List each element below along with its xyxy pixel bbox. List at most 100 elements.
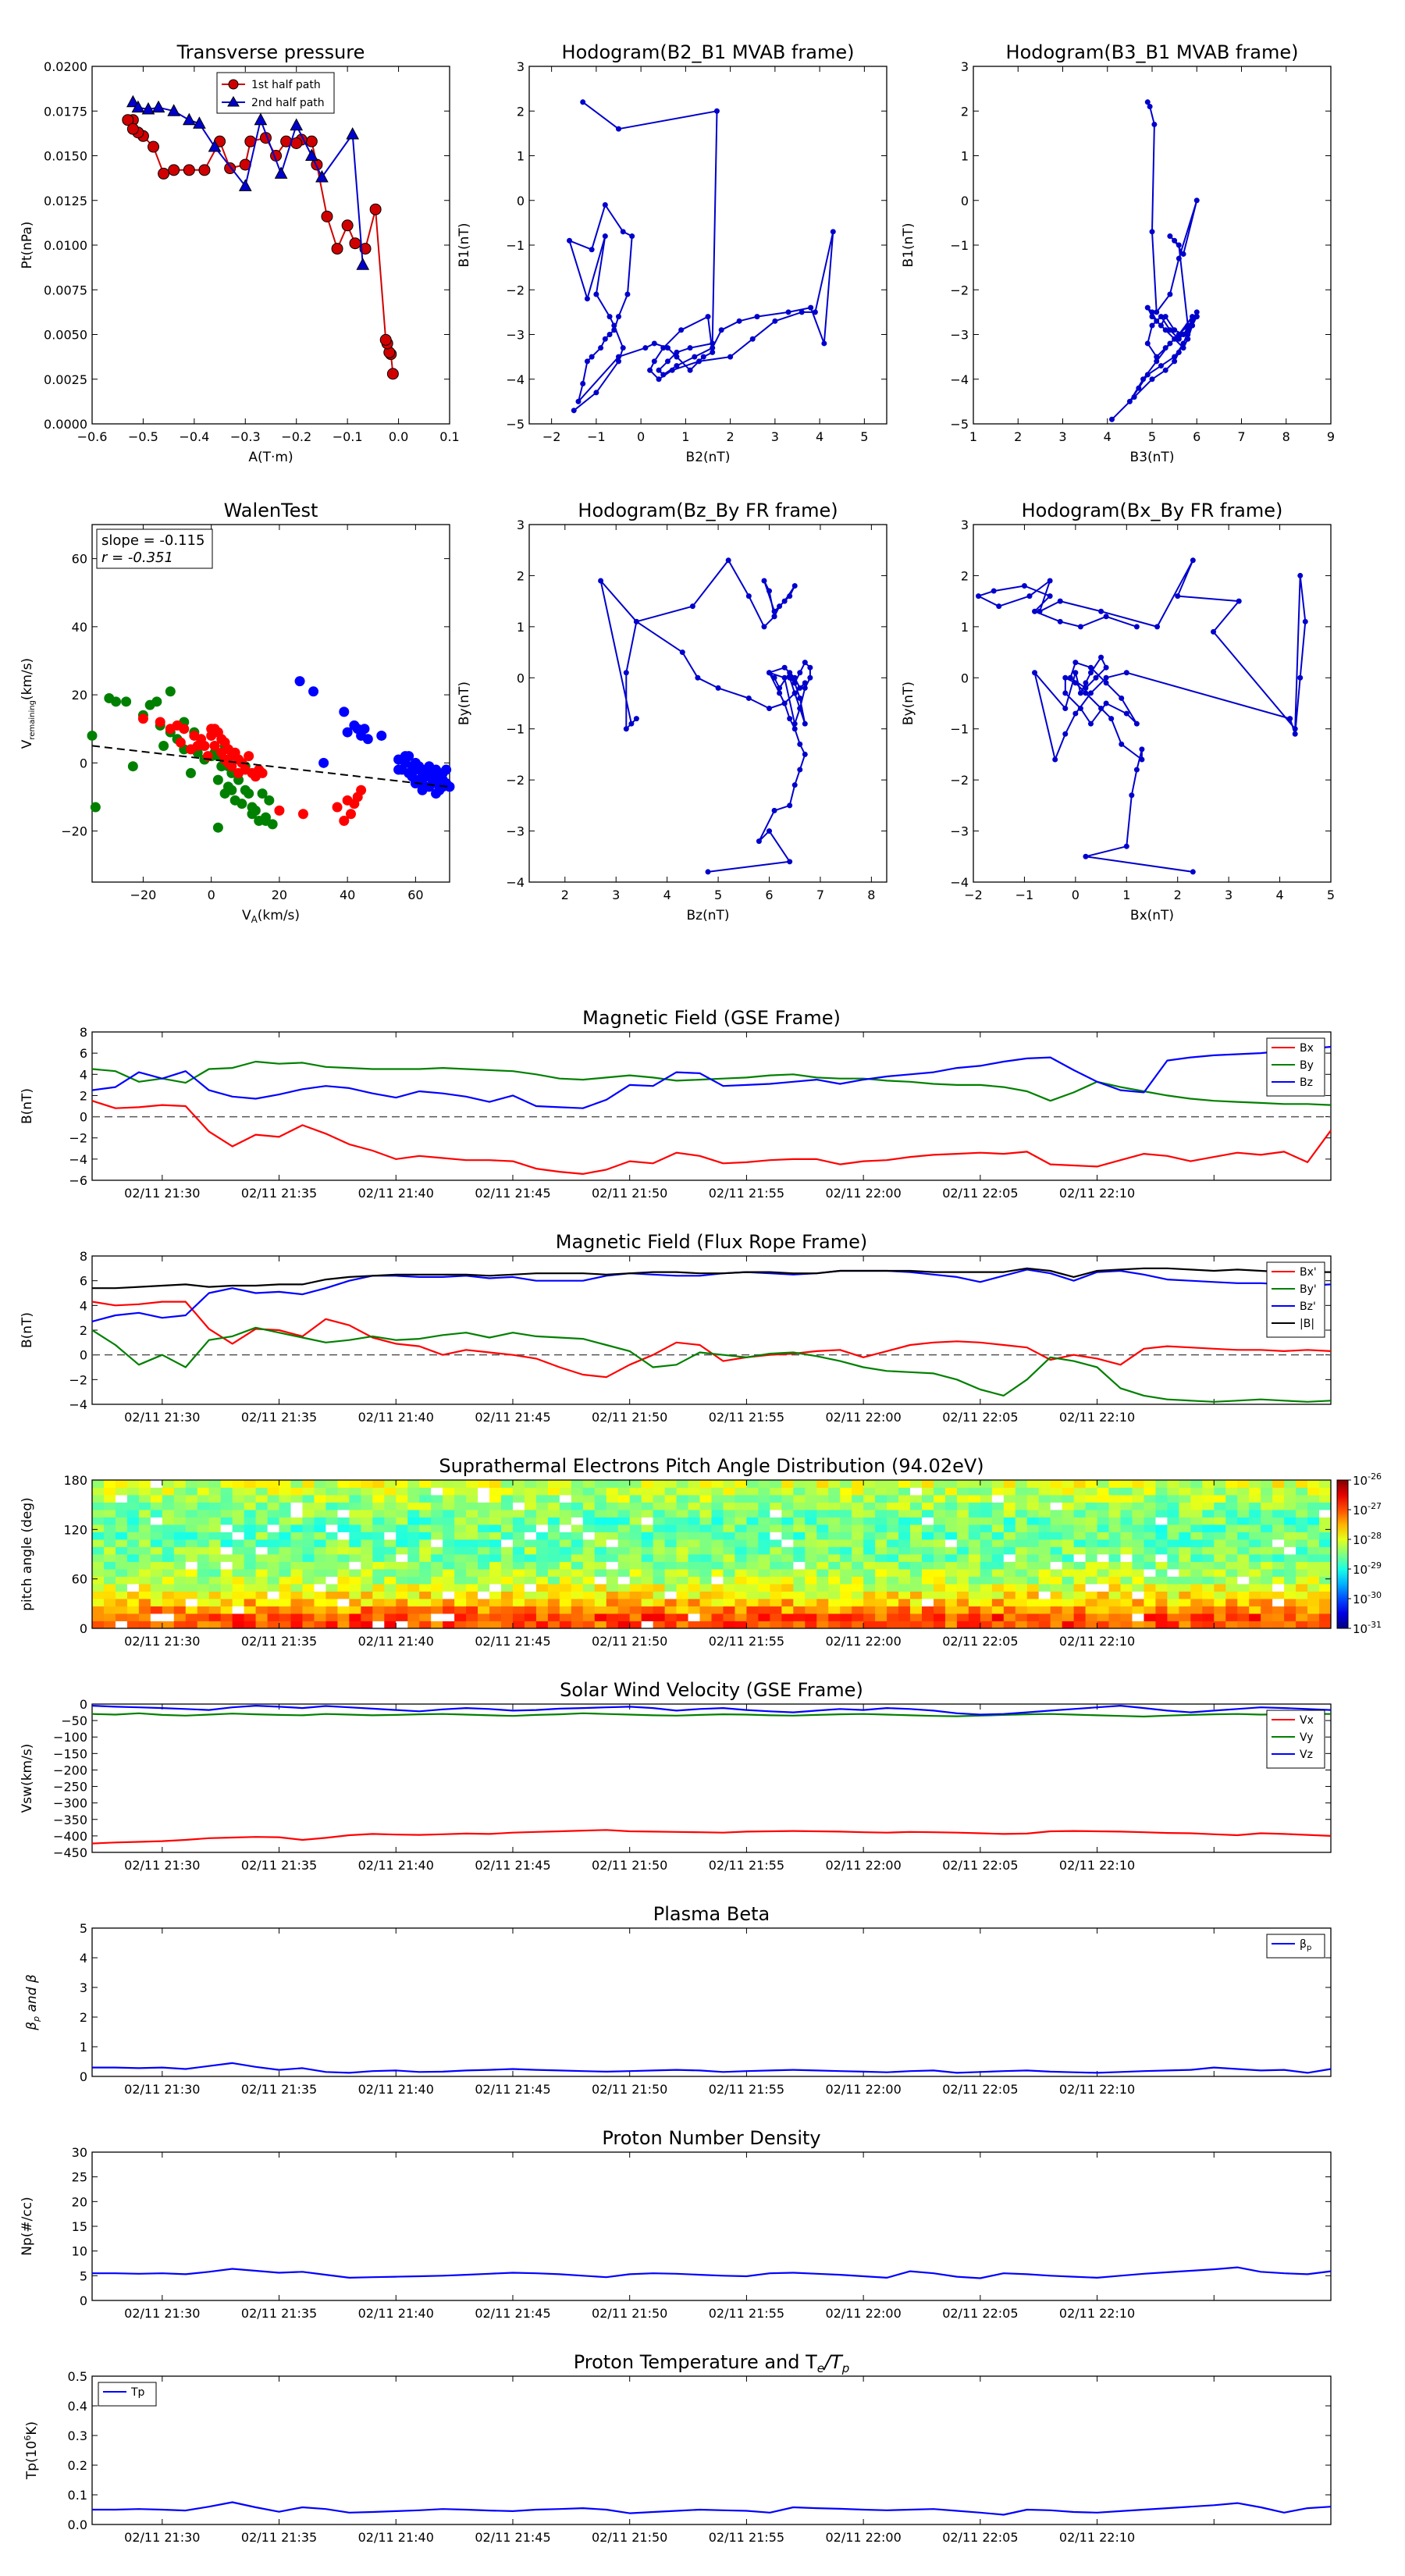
heatmap-cell — [419, 1525, 432, 1532]
heatmap-cell — [770, 1517, 782, 1525]
hodogram-point — [1087, 720, 1094, 727]
heatmap-cell — [1225, 1495, 1238, 1503]
heatmap-cell — [478, 1487, 490, 1496]
heatmap-cell — [208, 1480, 222, 1488]
heatmap-cell — [1050, 1495, 1063, 1503]
heatmap-cell — [1249, 1591, 1261, 1599]
x-tick-label: 3 — [771, 429, 779, 444]
heatmap-cell — [407, 1606, 420, 1614]
heatmap-cell — [1108, 1614, 1121, 1621]
heatmap-cell — [582, 1510, 596, 1517]
heatmap-cell — [1272, 1539, 1285, 1547]
heatmap-cell — [267, 1487, 279, 1496]
heatmap-cell — [816, 1591, 829, 1599]
heatmap-cell — [478, 1591, 490, 1599]
heatmap-cell — [372, 1599, 385, 1606]
heatmap-cell — [991, 1614, 1005, 1621]
heatmap-cell — [887, 1525, 899, 1532]
heatmap-cell — [361, 1480, 373, 1488]
heatmap-cell — [372, 1532, 385, 1540]
heatmap-cell — [944, 1621, 958, 1629]
heatmap-cell — [162, 1621, 175, 1629]
heatmap-cell — [688, 1584, 700, 1592]
heatmap-cell — [220, 1502, 233, 1510]
heatmap-cell — [629, 1614, 642, 1621]
heatmap-cell — [220, 1532, 233, 1540]
heatmap-cell — [524, 1584, 537, 1592]
heatmap-cell — [337, 1502, 350, 1510]
heatmap-cell — [1202, 1591, 1215, 1599]
hodogram-point — [1167, 327, 1173, 333]
heatmap-cell — [1026, 1525, 1040, 1532]
heatmap-cell — [991, 1546, 1005, 1555]
heatmap-cell — [1249, 1539, 1261, 1547]
heatmap-cell — [828, 1576, 841, 1585]
heatmap-cell — [302, 1561, 315, 1570]
heatmap-cell — [1132, 1539, 1144, 1547]
heatmap-cell — [933, 1539, 946, 1547]
x-tick-label: 6 — [765, 888, 773, 902]
heatmap-cell — [793, 1525, 806, 1532]
heatmap-cell — [232, 1576, 245, 1585]
heatmap-cell — [641, 1599, 654, 1606]
hodogram-point — [1154, 354, 1160, 360]
heatmap-cell — [1296, 1539, 1308, 1547]
heatmap-cell — [594, 1584, 607, 1592]
hodogram-point — [1062, 731, 1069, 737]
hodogram-point — [1287, 716, 1293, 722]
heatmap-cell — [1249, 1546, 1261, 1555]
heatmap-cell — [232, 1539, 245, 1547]
heatmap-cell — [910, 1487, 923, 1496]
hodogram-point — [1302, 618, 1308, 624]
heatmap-cell — [454, 1532, 467, 1540]
heatmap-cell — [1085, 1487, 1097, 1496]
heatmap-cell — [1214, 1495, 1226, 1503]
heatmap-cell — [1202, 1525, 1215, 1532]
heatmap-cell — [349, 1510, 361, 1517]
heatmap-cell — [629, 1517, 642, 1525]
heatmap-cell — [185, 1532, 198, 1540]
heatmap-cell — [1132, 1480, 1144, 1488]
heatmap-cell — [115, 1621, 128, 1629]
plot-frame — [91, 524, 450, 883]
x-tick-label: 40 — [340, 888, 355, 902]
heatmap-cell — [138, 1487, 151, 1496]
heatmap-cell — [688, 1599, 700, 1606]
heatmap-cell — [1050, 1621, 1063, 1629]
heatmap-cell — [781, 1554, 794, 1562]
heatmap-cell — [559, 1561, 572, 1570]
time-tick-label: 02/11 21:50 — [592, 2082, 667, 2097]
heatmap-cell — [407, 1480, 420, 1488]
heatmap-cell — [1003, 1525, 1016, 1532]
heatmap-cell — [1050, 1532, 1063, 1540]
heatmap-cell — [547, 1532, 560, 1540]
heatmap-cell — [921, 1525, 934, 1532]
heatmap-cell — [1003, 1599, 1016, 1606]
hodogram-point — [1190, 322, 1196, 329]
heatmap-cell — [1225, 1569, 1238, 1577]
heatmap-cell — [688, 1510, 700, 1517]
heatmap-cell — [443, 1606, 455, 1614]
heatmap-cell — [1120, 1495, 1133, 1503]
heatmap-cell — [898, 1532, 911, 1540]
heatmap-cell — [103, 1532, 116, 1540]
time-tick-label: 02/11 22:05 — [942, 2306, 1018, 2321]
heatmap-cell — [1237, 1532, 1250, 1540]
heatmap-cell — [396, 1569, 408, 1577]
hodogram-point — [725, 557, 731, 564]
heatmap-cell — [232, 1480, 245, 1488]
x-tick-label: 5 — [1148, 429, 1156, 444]
heatmap-cell — [407, 1502, 420, 1510]
heatmap-cell — [1214, 1546, 1226, 1555]
heatmap-cell — [933, 1584, 946, 1592]
heatmap-cell — [138, 1561, 151, 1570]
heatmap-cell — [115, 1510, 128, 1517]
hodogram-point — [710, 349, 716, 355]
heatmap-cell — [1073, 1599, 1086, 1606]
heatmap-cell — [255, 1576, 268, 1585]
chart-vsw: Solar Wind Velocity (GSE Frame)−450−400−… — [20, 1679, 1332, 1873]
heatmap-cell — [337, 1599, 350, 1606]
heatmap-cell — [606, 1532, 619, 1540]
heatmap-cell — [1179, 1539, 1191, 1547]
heatmap-cell — [1038, 1546, 1051, 1555]
